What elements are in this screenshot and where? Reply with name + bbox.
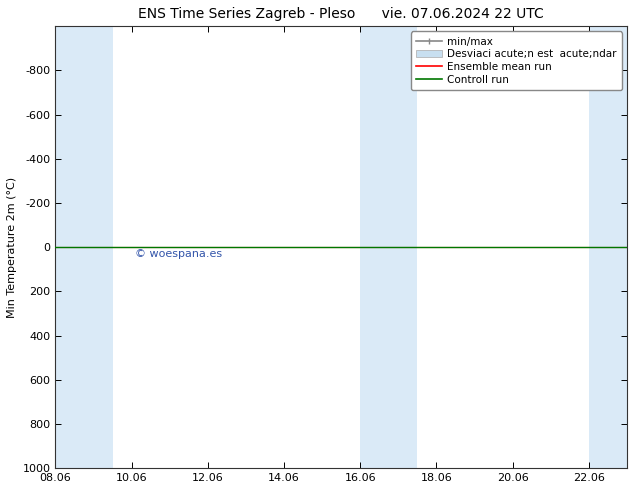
Title: ENS Time Series Zagreb - Pleso      vie. 07.06.2024 22 UTC: ENS Time Series Zagreb - Pleso vie. 07.0…	[138, 7, 544, 21]
Legend: min/max, Desviaci acute;n est  acute;ndar, Ensemble mean run, Controll run: min/max, Desviaci acute;n est acute;ndar…	[411, 31, 622, 90]
Bar	[589, 26, 627, 468]
Bar	[55, 26, 112, 468]
Y-axis label: Min Temperature 2m (°C): Min Temperature 2m (°C)	[7, 177, 17, 318]
Bar	[360, 26, 417, 468]
Text: © woespana.es: © woespana.es	[136, 248, 223, 259]
